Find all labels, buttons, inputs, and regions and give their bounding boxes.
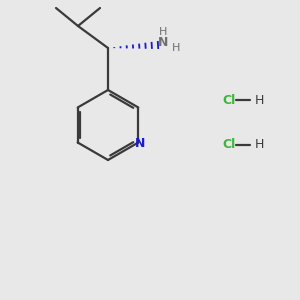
Text: H: H xyxy=(172,43,180,53)
Text: H: H xyxy=(255,139,264,152)
Text: H: H xyxy=(255,94,264,106)
Text: N: N xyxy=(158,35,168,49)
Text: Cl: Cl xyxy=(222,94,235,106)
Text: N: N xyxy=(135,137,146,150)
Text: H: H xyxy=(159,27,167,37)
Text: Cl: Cl xyxy=(222,139,235,152)
